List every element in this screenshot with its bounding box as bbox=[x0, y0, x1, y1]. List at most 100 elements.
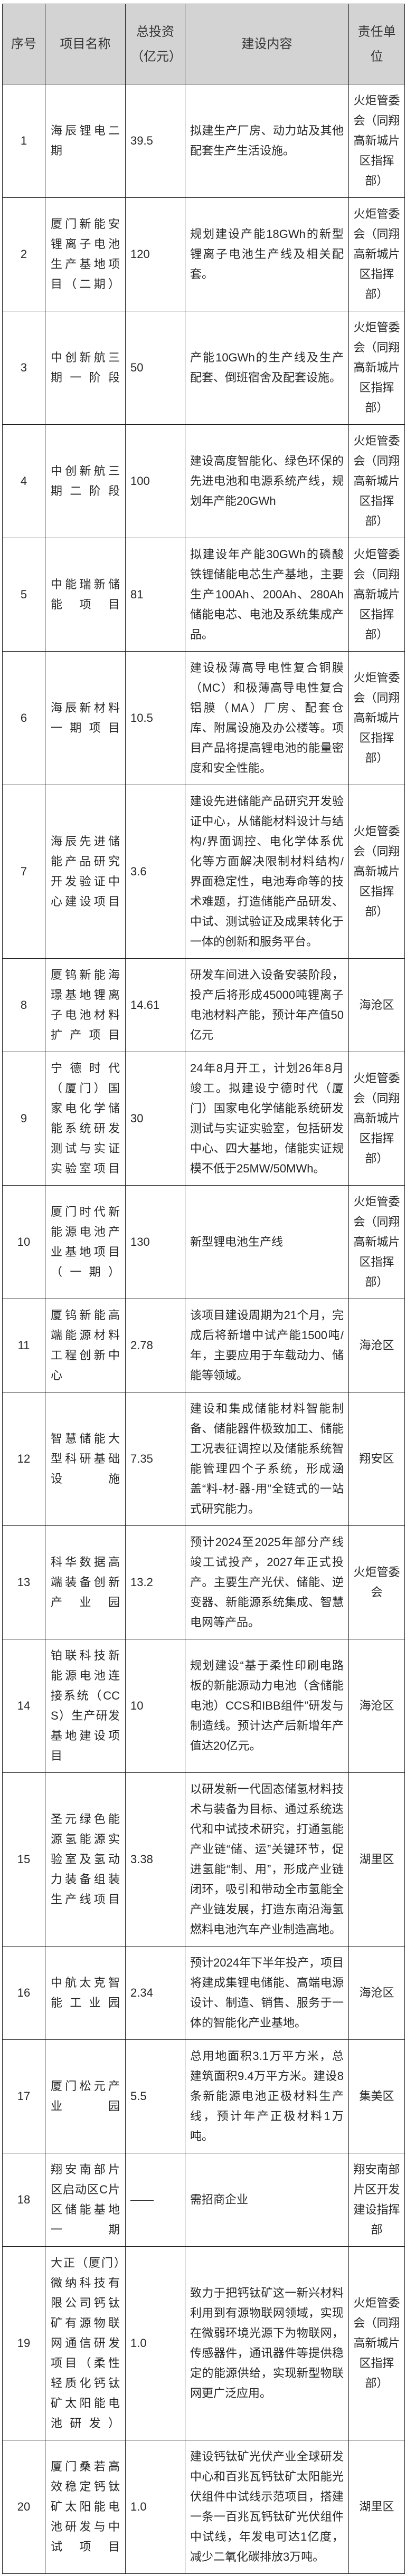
row-number-cell: 20 bbox=[2, 2440, 45, 2574]
project-name-cell: 厦钨新能高端能源材料工程创新中心 bbox=[45, 1299, 126, 1392]
table-row: 17 厦门松元产业园 5.5 总用地面积3.1万平方米，总建筑面积9.4万平方米。建设… bbox=[2, 2039, 405, 2153]
investment-cell: 13.2 bbox=[125, 1525, 185, 1639]
table-row: 19 大正（厦门）微纳科技有限公司钙钛矿有源物联网通信研发项目（柔性轻质化钙钛矿太… bbox=[2, 2246, 405, 2440]
construction-content-cell: 新型锂电池生产线 bbox=[185, 1185, 349, 1299]
table-row: 3 中创新航三期一阶段 50 产能10GWh的生产线及生产配套、倒班宿舍及配套设施。火… bbox=[2, 311, 405, 425]
project-name-cell: 智慧储能大型科研基础设施 bbox=[45, 1392, 126, 1526]
row-number-cell: 9 bbox=[2, 1052, 45, 1186]
construction-content-cell: 产能10GWh的生产线及生产配套、倒班宿舍及配套设施。 bbox=[185, 311, 349, 425]
responsible-unit-cell: 火炬管委会（同翔高新城片区指挥部） bbox=[348, 197, 405, 311]
project-name-cell: 大正（厦门）微纳科技有限公司钙钛矿有源物联网通信研发项目（柔性轻质化钙钛矿太阳能… bbox=[45, 2246, 126, 2440]
responsible-unit-cell: 翔安南部片区开发建设指挥部 bbox=[348, 2153, 405, 2247]
project-name-cell: 圣元绿色能源氢能源实验室及氢动力装备组装生产线项目 bbox=[45, 1772, 126, 1947]
row-number-cell: 19 bbox=[2, 2246, 45, 2440]
table-row: 2 厦门新能安锂离子电池生产基地项目（二期） 120 规划建设产能18GWh的新型锂离… bbox=[2, 197, 405, 311]
responsible-unit-cell: 海沧区 bbox=[348, 1299, 405, 1392]
project-name-cell: 科华数据高端装备创新产业园 bbox=[45, 1525, 126, 1639]
construction-content-cell: 建设先进储能产品研究开发验证中心，从储能材料设计与结构/界面调控、电化学体系优化… bbox=[185, 785, 349, 959]
responsible-unit-cell: 翔安区 bbox=[348, 1392, 405, 1526]
responsible-unit-cell: 火炬管委会（同翔高新城片区指挥部） bbox=[348, 1052, 405, 1186]
table-row: 8 厦钨新能海璟基地锂离子电池材料扩产项目 14.61 研发车间进入设备安装阶段，投产… bbox=[2, 958, 405, 1052]
responsible-unit-cell: 火炬管委会（同翔高新城片区指挥部） bbox=[348, 424, 405, 538]
responsible-unit-cell: 湖里区 bbox=[348, 1772, 405, 1947]
row-number-cell: 1 bbox=[2, 84, 45, 198]
column-header-unit: 责任单位 bbox=[348, 4, 405, 84]
construction-content-cell: 拟建生产厂房、动力站及其他配套生产生活设施。 bbox=[185, 84, 349, 198]
responsible-unit-cell: 湖里区 bbox=[348, 2440, 405, 2574]
project-name-cell: 海辰新材料一期项目 bbox=[45, 651, 126, 785]
construction-content-cell: 规划建设产能18GWh的新型锂离子电池生产线及相关配套。 bbox=[185, 197, 349, 311]
responsible-unit-cell: 火炬管委会（同翔高新城片区指挥部） bbox=[348, 651, 405, 785]
responsible-unit-cell: 火炬管委会（同翔高新城片区指挥部） bbox=[348, 538, 405, 652]
responsible-unit-cell: 集美区 bbox=[348, 2039, 405, 2153]
project-name-cell: 厦门松元产业园 bbox=[45, 2039, 126, 2153]
table-row: 9 宁德时代（厦门）国家电化学储能系统研发测试与实证实验室项目 30 24年8月开工，… bbox=[2, 1052, 405, 1186]
row-number-cell: 2 bbox=[2, 197, 45, 311]
investment-cell: 81 bbox=[125, 538, 185, 652]
table-row: 11 厦钨新能高端能源材料工程创新中心 2.78 该项目建设周期为21个月，完成后将新… bbox=[2, 1299, 405, 1392]
investment-cell: 39.5 bbox=[125, 84, 185, 198]
construction-content-cell: 以研发新一代固态储氢材料技术与装备为目标、通过系统迭代和中试技术研究，打通氢能产… bbox=[185, 1772, 349, 1947]
row-number-cell: 3 bbox=[2, 311, 45, 425]
investment-cell: 14.61 bbox=[125, 958, 185, 1052]
table-row: 15 圣元绿色能源氢能源实验室及氢动力装备组装生产线项目 3.38 以研发新一代固态储… bbox=[2, 1772, 405, 1947]
responsible-unit-cell: 火炬管委会 bbox=[348, 1525, 405, 1639]
responsible-unit-cell: 海沧区 bbox=[348, 958, 405, 1052]
table-row: 10 厦门时代新能源电池产业基地项目（一期） 130 新型锂电池生产线 火炬管委会（同翔… bbox=[2, 1185, 405, 1299]
table-row: 5 中能瑞新储能项目 81 拟建设年产能30GWh的磷酸铁锂储能电芯生产基地，主要生产… bbox=[2, 538, 405, 652]
table-row: 18 翔安南部片区启动区C片区储能基地一期 —— 需招商企业 翔安南部片区开发建设指挥部 bbox=[2, 2153, 405, 2247]
column-header-no: 序号 bbox=[2, 4, 45, 84]
row-number-cell: 7 bbox=[2, 785, 45, 959]
investment-cell: 5.5 bbox=[125, 2039, 185, 2153]
construction-content-cell: 该项目建设周期为21个月，完成后将新增中试产能1500吨/年，主要应用于车载动力… bbox=[185, 1299, 349, 1392]
row-number-cell: 8 bbox=[2, 958, 45, 1052]
investment-cell: 100 bbox=[125, 424, 185, 538]
table-row: 14 铂联科技新能源电池连接系统（CCS）生产研发基地建设项目 10 规划建设“基于柔… bbox=[2, 1639, 405, 1773]
table-row: 12 智慧储能大型科研基础设施 7.35 建设和集成储能材料智能制备、储能器件极致加工… bbox=[2, 1392, 405, 1526]
project-name-cell: 海辰锂电二期 bbox=[45, 84, 126, 198]
row-number-cell: 5 bbox=[2, 538, 45, 652]
project-name-cell: 翔安南部片区启动区C片区储能基地一期 bbox=[45, 2153, 126, 2247]
construction-content-cell: 建设和集成储能材料智能制备、储能器件极致加工、储能工况表征调控以及储能系统智能管… bbox=[185, 1392, 349, 1526]
construction-content-cell: 致力于把钙钛矿这一新兴材料利用到有源物联网领域，实现在微弱环境光源下为物联网，传… bbox=[185, 2246, 349, 2440]
column-header-investment: 总投资（亿元） bbox=[125, 4, 185, 84]
investment-cell: 2.78 bbox=[125, 1299, 185, 1392]
row-number-cell: 18 bbox=[2, 2153, 45, 2247]
construction-content-cell: 建设极薄高导电性复合铜膜（MC）和极薄高导电性复合铝膜（MA）厂房、配套仓库、附… bbox=[185, 651, 349, 785]
table-row: 16 中航太克智能工业园 2.34 预计2024年下半年投产，项目将建成集锂电储能、高… bbox=[2, 1946, 405, 2040]
project-name-cell: 厦门时代新能源电池产业基地项目（一期） bbox=[45, 1185, 126, 1299]
project-name-cell: 厦门桑若高效稳定钙钛矿太阳能电池研发与中试项目 bbox=[45, 2440, 126, 2574]
row-number-cell: 17 bbox=[2, 2039, 45, 2153]
responsible-unit-cell: 火炬管委会（同翔高新城片区指挥部） bbox=[348, 785, 405, 959]
construction-content-cell: 总用地面积3.1万平方米，总建筑面积9.4万平方米。建设8条新能源电池正极材料生… bbox=[185, 2039, 349, 2153]
responsible-unit-cell: 火炬管委会（同翔高新城片区指挥部） bbox=[348, 311, 405, 425]
investment-cell: 10.5 bbox=[125, 651, 185, 785]
row-number-cell: 12 bbox=[2, 1392, 45, 1526]
construction-content-cell: 预计2024年下半年投产，项目将建成集锂电储能、高端电源设计、制造、销售、服务于… bbox=[185, 1946, 349, 2040]
row-number-cell: 14 bbox=[2, 1639, 45, 1773]
investment-cell: 7.35 bbox=[125, 1392, 185, 1526]
row-number-cell: 11 bbox=[2, 1299, 45, 1392]
table-row: 20 厦门桑若高效稳定钙钛矿太阳能电池研发与中试项目 1.0 建设钙钛矿光伏产业全球研… bbox=[2, 2440, 405, 2574]
project-name-cell: 中创新航三期一阶段 bbox=[45, 311, 126, 425]
table-body: 1 海辰锂电二期 39.5 拟建生产厂房、动力站及其他配套生产生活设施。 火炬管委会（同… bbox=[2, 84, 405, 2574]
construction-content-cell: 规划建设“基于柔性印刷电路板的新能源动力电池（含储能电池）CCS和IBB组件”研… bbox=[185, 1639, 349, 1773]
project-name-cell: 铂联科技新能源电池连接系统（CCS）生产研发基地建设项目 bbox=[45, 1639, 126, 1773]
construction-content-cell: 24年8月开工，计划26年8月竣工。拟建设宁德时代（厦门）国家电化学储能系统研发… bbox=[185, 1052, 349, 1186]
responsible-unit-cell: 海沧区 bbox=[348, 1946, 405, 2040]
investment-cell: 3.38 bbox=[125, 1772, 185, 1947]
table-row: 13 科华数据高端装备创新产业园 13.2 预计2024至2025年部分产线竣工试投产… bbox=[2, 1525, 405, 1639]
construction-content-cell: 研发车间进入设备安装阶段，投产后将形成45000吨锂离子电池材料产能，预计年产值… bbox=[185, 958, 349, 1052]
investment-cell: 2.34 bbox=[125, 1946, 185, 2040]
investment-cell: 3.6 bbox=[125, 785, 185, 959]
responsible-unit-cell: 火炬管委会（同翔高新城片区指挥部） bbox=[348, 2246, 405, 2440]
column-header-name: 项目名称 bbox=[45, 4, 126, 84]
column-header-content: 建设内容 bbox=[185, 4, 349, 84]
investment-cell: 30 bbox=[125, 1052, 185, 1186]
investment-cell: 10 bbox=[125, 1639, 185, 1773]
construction-content-cell: 预计2024至2025年部分产线竣工试投产，2027年正式投产。主要生产光伏、储… bbox=[185, 1525, 349, 1639]
investment-cell: 1.0 bbox=[125, 2440, 185, 2574]
project-name-cell: 中航太克智能工业园 bbox=[45, 1946, 126, 2040]
table-row: 1 海辰锂电二期 39.5 拟建生产厂房、动力站及其他配套生产生活设施。 火炬管委会（同… bbox=[2, 84, 405, 198]
construction-content-cell: 需招商企业 bbox=[185, 2153, 349, 2247]
